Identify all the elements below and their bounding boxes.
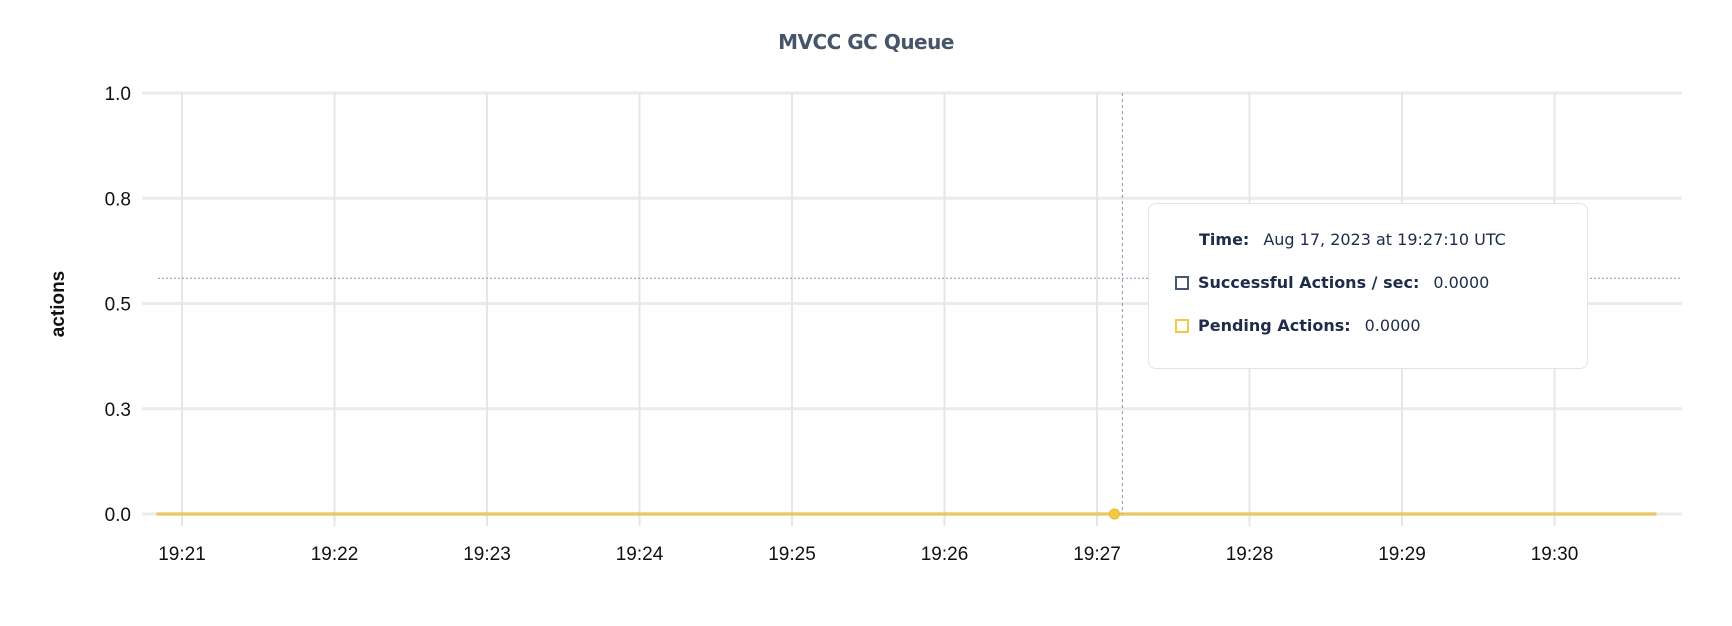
tooltip-series-value: 0.0000 [1433, 273, 1490, 292]
x-tick-label: 19:26 [921, 544, 969, 565]
chart-title: MVCC GC Queue [778, 30, 954, 54]
y-tick-label: 0.5 [105, 295, 131, 316]
x-tick-label: 19:30 [1531, 544, 1579, 565]
y-tick-label: 0.0 [105, 505, 131, 526]
x-tick-label: 19:22 [311, 544, 359, 565]
x-tick-label: 19:23 [463, 544, 511, 565]
x-tick-label: 19:21 [158, 544, 206, 565]
hover-point [1108, 508, 1120, 520]
tooltip: Time: Aug 17, 2023 at 19:27:10 UTC Succe… [1148, 203, 1588, 369]
y-axis-label: actions [48, 271, 69, 338]
y-tick-label: 0.3 [105, 400, 131, 421]
x-tick-label: 19:27 [1073, 544, 1121, 565]
x-tick-label: 19:25 [768, 544, 816, 565]
x-tick-label: 19:29 [1378, 544, 1426, 565]
series-swatch-icon [1175, 275, 1189, 290]
tooltip-series-value: 0.0000 [1364, 316, 1421, 335]
tooltip-time-value: Aug 17, 2023 at 19:27:10 UTC [1263, 230, 1506, 249]
tooltip-time-label: Time: [1199, 230, 1250, 249]
series-swatch-icon [1175, 318, 1189, 333]
y-tick-label: 0.8 [105, 189, 131, 210]
tooltip-series-label: Successful Actions / sec: [1198, 273, 1420, 292]
y-tick-label: 1.0 [105, 84, 131, 105]
x-tick-label: 19:28 [1226, 544, 1274, 565]
x-tick-label: 19:24 [616, 544, 664, 565]
tooltip-series-label: Pending Actions: [1198, 316, 1351, 335]
